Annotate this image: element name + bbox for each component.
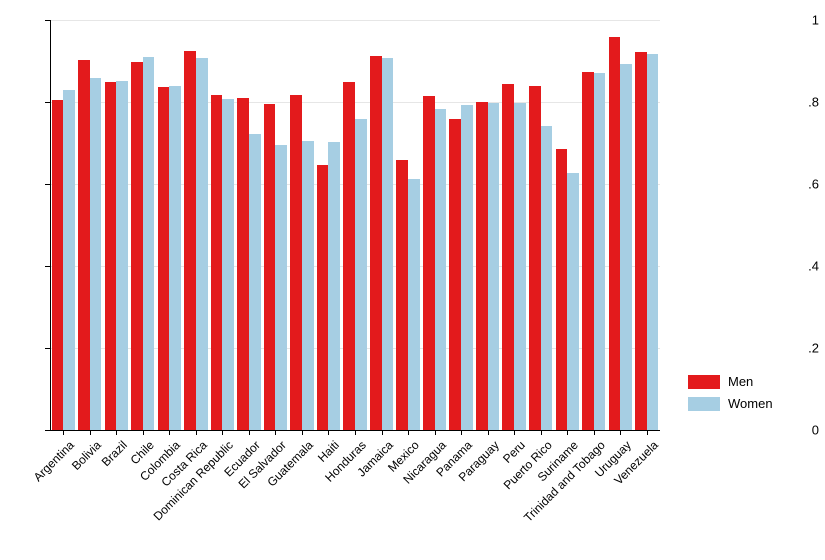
bar bbox=[408, 179, 420, 430]
bar bbox=[211, 95, 223, 430]
bar bbox=[105, 82, 117, 431]
x-tick-mark bbox=[143, 430, 144, 435]
bar bbox=[237, 98, 249, 430]
bar bbox=[78, 60, 90, 430]
x-tick-mark bbox=[461, 430, 462, 435]
x-tick-mark bbox=[355, 430, 356, 435]
bar bbox=[488, 103, 500, 430]
bar bbox=[355, 119, 367, 430]
y-axis bbox=[50, 20, 51, 430]
bar bbox=[90, 78, 102, 430]
bar bbox=[476, 102, 488, 430]
plot-area bbox=[50, 20, 660, 430]
y-tick-label: .6 bbox=[777, 177, 825, 192]
bar bbox=[609, 37, 621, 430]
x-tick-mark bbox=[541, 430, 542, 435]
bar bbox=[158, 87, 170, 430]
bar bbox=[620, 64, 632, 430]
x-tick-mark bbox=[408, 430, 409, 435]
x-tick-mark bbox=[647, 430, 648, 435]
bar bbox=[594, 73, 606, 430]
legend-swatch bbox=[688, 397, 720, 411]
y-tick-label: .2 bbox=[777, 341, 825, 356]
bar bbox=[184, 51, 196, 430]
bar bbox=[582, 72, 594, 430]
bar bbox=[63, 90, 75, 430]
bar bbox=[328, 142, 340, 430]
bar bbox=[435, 109, 447, 430]
bar bbox=[423, 96, 435, 430]
chart-container: 0.2.4.6.81ArgentinaBoliviaBrazilChileCol… bbox=[0, 0, 825, 560]
bar bbox=[514, 103, 526, 430]
x-tick-mark bbox=[514, 430, 515, 435]
bar bbox=[343, 82, 355, 431]
bar bbox=[264, 104, 276, 430]
gridline bbox=[50, 20, 660, 21]
x-tick-mark bbox=[249, 430, 250, 435]
legend-label: Men bbox=[728, 374, 753, 389]
bar bbox=[396, 160, 408, 430]
x-tick-mark bbox=[620, 430, 621, 435]
bar bbox=[302, 141, 314, 430]
x-tick-mark bbox=[302, 430, 303, 435]
x-tick-mark bbox=[275, 430, 276, 435]
bar bbox=[131, 62, 143, 430]
x-tick-mark bbox=[594, 430, 595, 435]
x-tick-mark bbox=[90, 430, 91, 435]
bar bbox=[449, 119, 461, 430]
bar bbox=[635, 52, 647, 430]
bar bbox=[275, 145, 287, 430]
bar bbox=[382, 58, 394, 430]
bar bbox=[52, 100, 64, 430]
x-tick-mark bbox=[169, 430, 170, 435]
bar bbox=[541, 126, 553, 430]
x-tick-mark bbox=[567, 430, 568, 435]
y-tick-label: 0 bbox=[777, 423, 825, 438]
bar bbox=[169, 86, 181, 430]
bar bbox=[556, 149, 568, 430]
bar bbox=[647, 54, 659, 430]
y-tick-label: .8 bbox=[777, 95, 825, 110]
legend-label: Women bbox=[728, 396, 773, 411]
legend-swatch bbox=[688, 375, 720, 389]
x-tick-mark bbox=[328, 430, 329, 435]
bar bbox=[222, 99, 234, 430]
x-tick-mark bbox=[222, 430, 223, 435]
x-tick-mark bbox=[382, 430, 383, 435]
bar bbox=[370, 56, 382, 430]
bar bbox=[249, 134, 261, 430]
bar bbox=[116, 81, 128, 430]
y-tick-label: .4 bbox=[777, 259, 825, 274]
x-tick-mark bbox=[63, 430, 64, 435]
bar bbox=[529, 86, 541, 430]
bar bbox=[317, 165, 329, 430]
bar bbox=[290, 95, 302, 430]
bar bbox=[143, 57, 155, 430]
x-tick-mark bbox=[435, 430, 436, 435]
bar bbox=[502, 84, 514, 430]
x-tick-label: Brazil bbox=[99, 438, 130, 469]
x-tick-label: Bolivia bbox=[69, 438, 104, 473]
x-tick-mark bbox=[488, 430, 489, 435]
x-tick-mark bbox=[196, 430, 197, 435]
y-tick-label: 1 bbox=[777, 13, 825, 28]
x-tick-mark bbox=[116, 430, 117, 435]
bar bbox=[567, 173, 579, 430]
bar bbox=[196, 58, 208, 430]
bar bbox=[461, 105, 473, 430]
